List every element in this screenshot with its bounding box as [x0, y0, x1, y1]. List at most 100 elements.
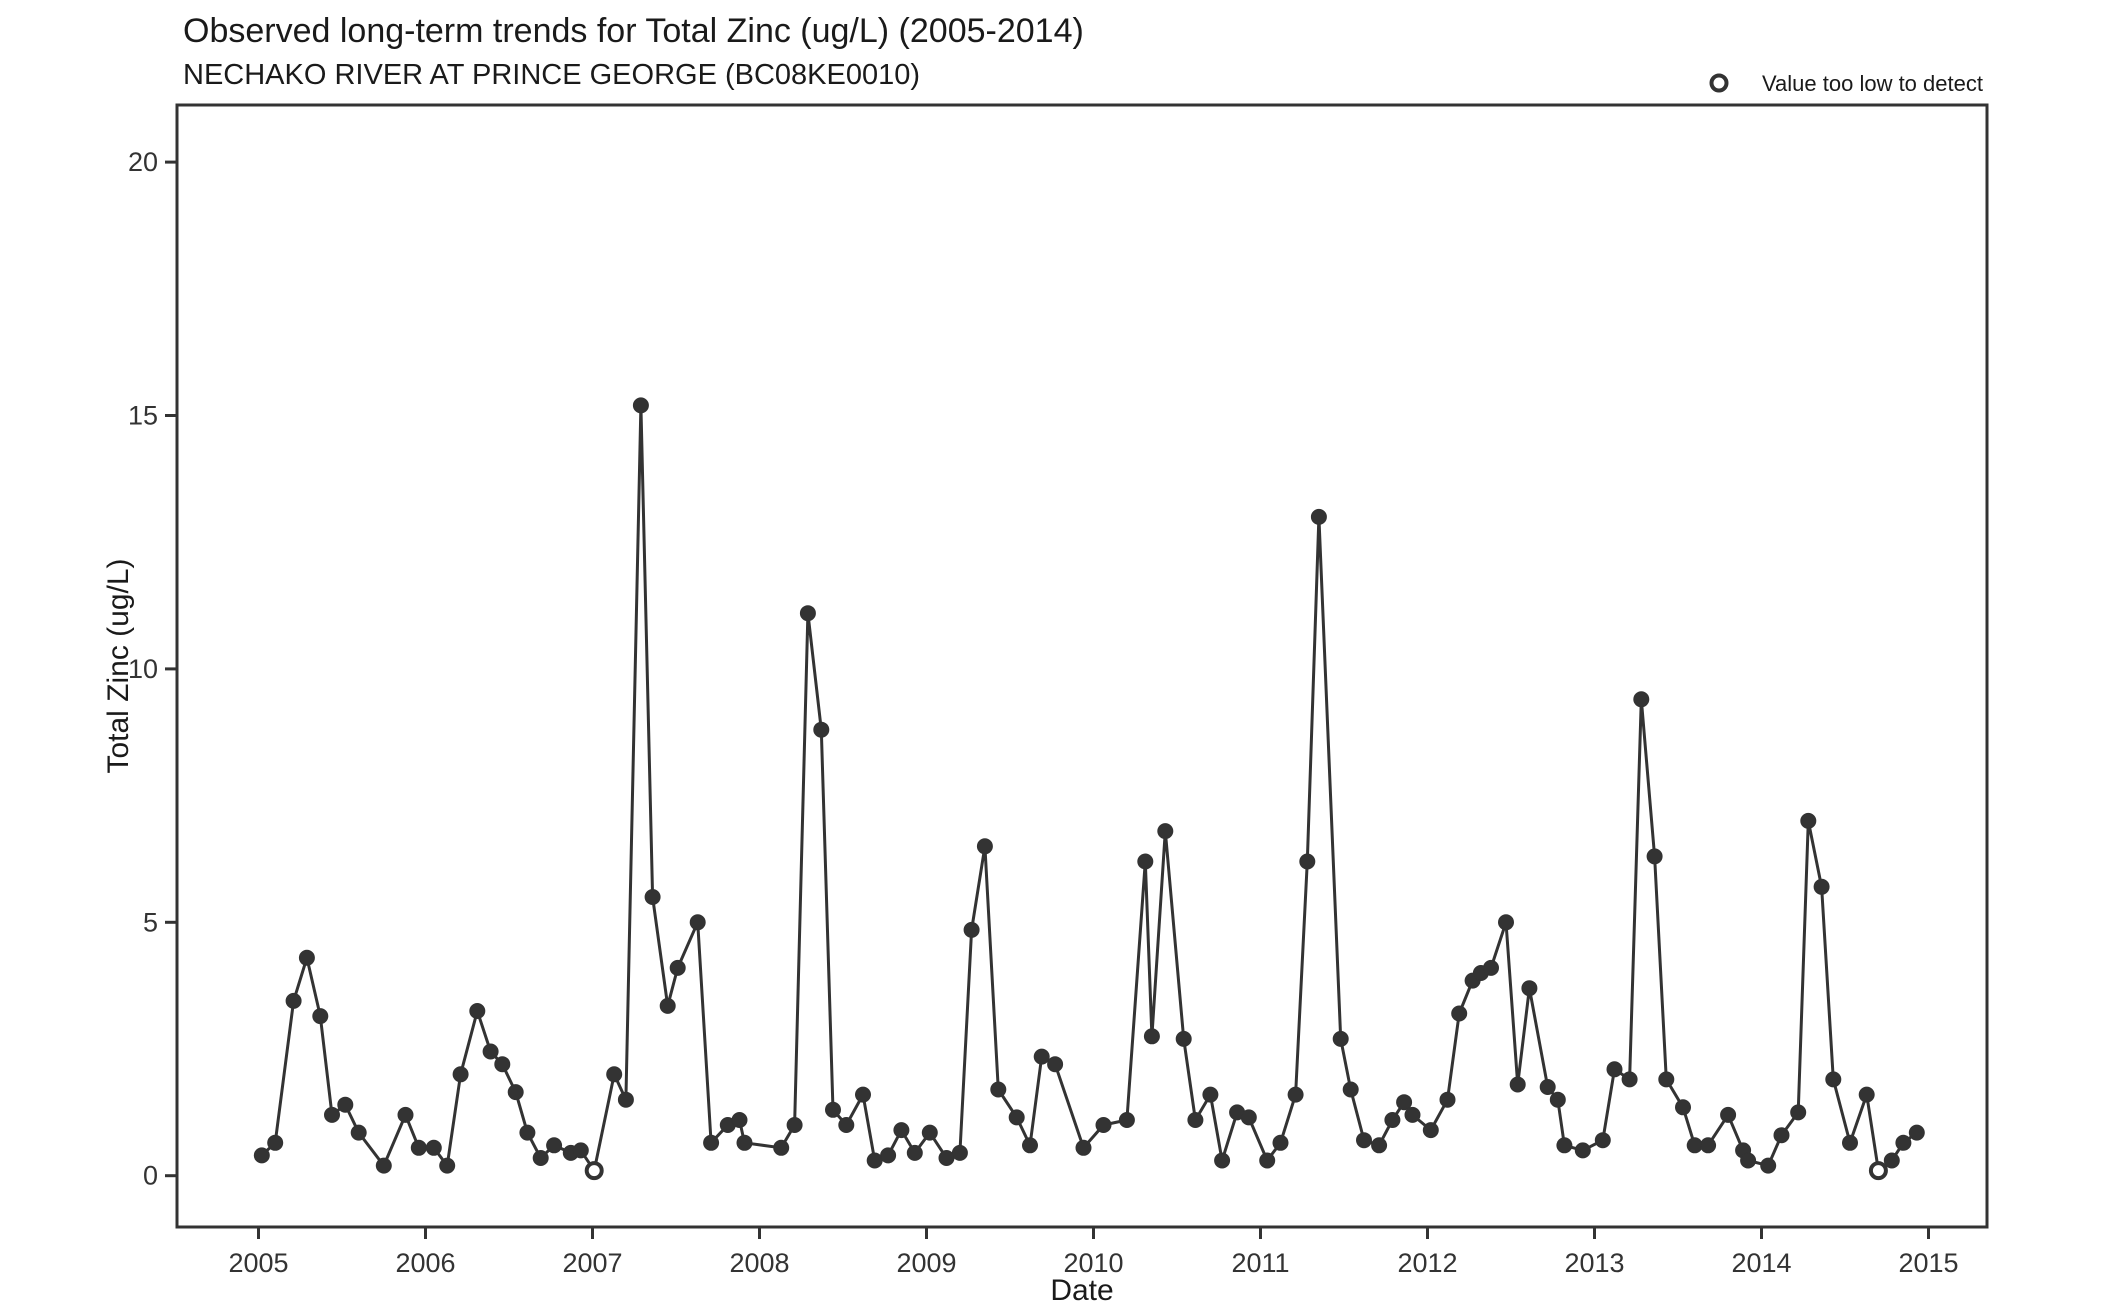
y-tick-label: 10 — [128, 654, 158, 684]
data-point — [1075, 1139, 1092, 1156]
data-point — [546, 1137, 563, 1154]
data-point — [397, 1106, 414, 1123]
open-circle-legend-icon — [1709, 73, 1729, 93]
data-point — [799, 605, 816, 622]
data-point — [285, 992, 302, 1009]
y-tick-label: 20 — [128, 147, 158, 177]
series-line — [260, 403, 1919, 1173]
data-point — [813, 721, 830, 738]
data-point — [825, 1101, 841, 1118]
x-tick-label: 2009 — [896, 1248, 956, 1278]
data-point — [1686, 1137, 1703, 1154]
data-point — [494, 1056, 511, 1073]
data-point — [1720, 1106, 1737, 1123]
data-point — [1895, 1134, 1912, 1151]
data-point — [425, 1139, 442, 1156]
data-point — [1700, 1137, 1717, 1154]
data-point — [855, 1086, 871, 1103]
x-tick-label: 2015 — [1898, 1248, 1958, 1278]
data-point — [1594, 1132, 1611, 1149]
data-point — [1813, 878, 1830, 895]
data-point — [1539, 1079, 1556, 1095]
data-point — [644, 889, 661, 905]
data-point — [632, 397, 649, 414]
y-tick-label: 0 — [143, 1161, 158, 1191]
data-point — [736, 1134, 753, 1151]
data-point — [1047, 1056, 1064, 1073]
x-tick-label: 2008 — [729, 1248, 789, 1278]
data-point — [1800, 812, 1817, 829]
data-point — [324, 1106, 340, 1123]
data-point — [1332, 1030, 1349, 1047]
data-point-below-detection — [1868, 1161, 1888, 1181]
y-tick-label: 15 — [128, 401, 158, 431]
data-point — [606, 1066, 623, 1083]
legend: Value too low to detect — [1709, 71, 1983, 96]
data-point — [1451, 1005, 1468, 1022]
data-point — [1396, 1094, 1413, 1111]
data-point — [410, 1139, 427, 1156]
chart-title: Observed long-term trends for Total Zinc… — [183, 12, 1084, 50]
data-point — [469, 1003, 486, 1019]
data-point — [659, 997, 676, 1014]
data-point — [1143, 1028, 1160, 1045]
data-point — [482, 1043, 499, 1060]
data-point — [1883, 1152, 1900, 1169]
data-point — [1521, 980, 1538, 997]
data-point — [1404, 1106, 1421, 1123]
data-point — [1157, 823, 1174, 840]
data-point — [1606, 1061, 1623, 1078]
data-point — [572, 1142, 589, 1159]
data-point — [1022, 1137, 1038, 1154]
y-axis-ticks: 0 5 10 15 20 — [128, 147, 177, 1191]
data-point — [1574, 1142, 1591, 1159]
data-point — [786, 1117, 803, 1133]
data-point — [1356, 1132, 1372, 1149]
data-point — [1825, 1071, 1842, 1088]
data-point — [990, 1081, 1007, 1098]
x-tick-label: 2014 — [1731, 1248, 1791, 1278]
data-point — [1740, 1152, 1757, 1169]
data-point — [880, 1147, 897, 1164]
data-point — [1287, 1086, 1304, 1103]
data-point — [731, 1112, 748, 1128]
data-point — [1773, 1127, 1790, 1144]
data-point — [267, 1134, 284, 1151]
data-point — [532, 1150, 549, 1166]
data-point — [1549, 1091, 1566, 1108]
data-point — [298, 949, 315, 966]
data-point — [1658, 1071, 1675, 1088]
x-tick-label: 2011 — [1231, 1248, 1289, 1278]
data-point — [921, 1124, 938, 1141]
chart-subtitle: NECHAKO RIVER AT PRINCE GEORGE (BC08KE00… — [183, 59, 920, 91]
data-point — [1214, 1152, 1231, 1169]
data-point — [1095, 1117, 1112, 1133]
data-point — [1556, 1137, 1573, 1154]
data-point — [1008, 1109, 1025, 1126]
plot-panel-border — [175, 103, 1989, 1229]
data-point — [866, 1152, 883, 1169]
x-tick-label: 2013 — [1564, 1248, 1624, 1278]
data-series-total-zinc — [253, 397, 1925, 1181]
data-point — [1118, 1112, 1135, 1128]
data-point — [1422, 1122, 1439, 1139]
x-tick-label: 2005 — [228, 1248, 288, 1278]
data-point — [312, 1008, 329, 1025]
data-point — [1908, 1124, 1925, 1141]
data-point — [1299, 853, 1316, 870]
data-point — [703, 1134, 720, 1151]
data-point — [1272, 1134, 1289, 1151]
data-point — [689, 914, 706, 931]
legend-label: Value too low to detect — [1762, 71, 1983, 96]
data-point — [1633, 691, 1650, 708]
data-point — [452, 1066, 469, 1083]
data-point — [337, 1096, 354, 1113]
data-point — [1646, 848, 1663, 865]
x-axis-title: Date — [1050, 1274, 1113, 1307]
data-point — [669, 959, 686, 976]
data-point — [350, 1124, 367, 1141]
data-point — [1790, 1104, 1807, 1121]
data-point — [1137, 853, 1154, 870]
